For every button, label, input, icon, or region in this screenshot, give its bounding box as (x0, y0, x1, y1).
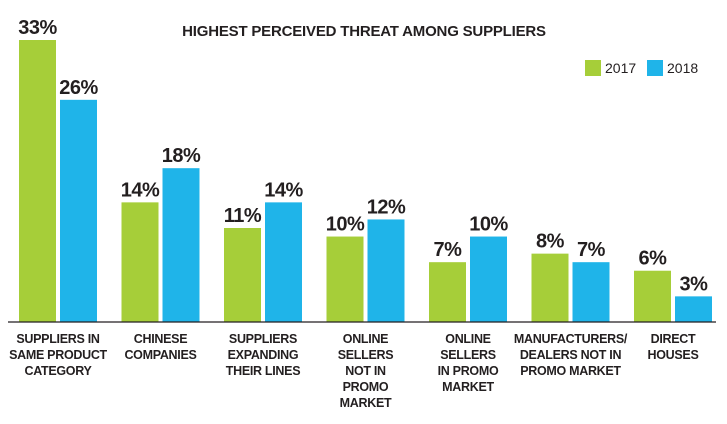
category-label-online-sellers-in-promo-market-line-4: MARKET (442, 380, 494, 394)
legend: 2017 2018 (585, 60, 698, 76)
value-label-2018-online-sellers-not-in-promo-market: 12% (367, 196, 406, 218)
bar-2017-direct-houses (634, 270, 671, 322)
category-label-online-sellers-not-in-promo-market-line-2: SELLERS (338, 348, 394, 362)
bar-2018-suppliers-in-same-product-category (60, 99, 97, 323)
category-label-online-sellers-in-promo-market-line-2: SELLERS (440, 348, 496, 362)
value-label-2017-suppliers-expanding-their-lines: 11% (224, 205, 262, 227)
legend-label-2018: 2018 (667, 60, 698, 76)
bar-2018-chinese-companies (162, 168, 200, 322)
category-label-suppliers-expanding-their-lines-line-1: SUPPLIERS (229, 332, 297, 346)
value-label-2017-manufacturers-dealers-not-in-promo-market: 8% (536, 231, 565, 253)
category-label-manufacturers-dealers-not-in-promo-market-line-3: PROMO MARKET (520, 364, 621, 378)
bar-2018-online-sellers-in-promo-market (470, 236, 507, 322)
category-label-suppliers-expanding-their-lines-line-3: THEIR LINES (226, 364, 300, 378)
category-label-online-sellers-in-promo-market-line-3: IN PROMO (438, 364, 499, 378)
value-label-2018-manufacturers-dealers-not-in-promo-market: 7% (577, 239, 606, 261)
category-label-online-sellers-not-in-promo-market-line-5: MARKET (340, 396, 392, 410)
value-label-2017-suppliers-in-same-product-category: 33% (18, 17, 57, 39)
category-label-online-sellers-in-promo-market-line-1: ONLINE (445, 332, 490, 346)
bar-2017-online-sellers-in-promo-market (429, 262, 466, 322)
value-label-2018-suppliers-in-same-product-category: 26% (59, 77, 98, 99)
value-label-2018-online-sellers-in-promo-market: 10% (469, 214, 508, 236)
value-label-2017-direct-houses: 6% (639, 248, 668, 270)
bar-2018-suppliers-expanding-their-lines (265, 202, 302, 322)
legend-label-2017: 2017 (605, 60, 636, 76)
category-label-chinese-companies-line-2: COMPANIES (124, 348, 196, 362)
value-labels-group: 33%26%14%18%11%14%10%12%7%10%8% 7% 6%3% (18, 17, 708, 295)
category-label-suppliers-in-same-product-category-line-2: SAME PRODUCT (9, 348, 107, 362)
bar-2017-suppliers-expanding-their-lines (224, 228, 261, 322)
category-label-direct-houses-line-2: HOUSES (648, 348, 699, 362)
value-label-2018-suppliers-expanding-their-lines: 14% (264, 179, 303, 201)
legend-swatch-2018 (647, 60, 663, 76)
value-label-2018-direct-houses: 3% (680, 273, 709, 295)
bar-2017-manufacturers-dealers-not-in-promo-market (531, 253, 569, 322)
bar-2018-online-sellers-not-in-promo-market (367, 219, 405, 322)
bar-2018-direct-houses (675, 296, 712, 322)
category-labels-group: SUPPLIERS IN SAME PRODUCT CATEGORY CHINESE C… (9, 332, 699, 410)
category-label-manufacturers-dealers-not-in-promo-market-line-1: MANUFACTURERS/ (514, 332, 628, 346)
category-label-online-sellers-not-in-promo-market-line-3: NOT IN (345, 364, 386, 378)
bar-2017-suppliers-in-same-product-category (19, 40, 56, 322)
value-label-2017-online-sellers-not-in-promo-market: 10% (326, 214, 365, 236)
category-label-suppliers-in-same-product-category-line-1: SUPPLIERS IN (16, 332, 99, 346)
category-label-online-sellers-not-in-promo-market-line-4: PROMO (343, 380, 389, 394)
category-label-suppliers-in-same-product-category-line-3: CATEGORY (24, 364, 92, 378)
bar-2017-online-sellers-not-in-promo-market (326, 236, 364, 322)
value-label-2018-chinese-companies: 18% (162, 145, 201, 167)
category-label-direct-houses-line-1: DIRECT (651, 332, 696, 346)
value-label-2017-online-sellers-in-promo-market: 7% (434, 239, 463, 261)
category-label-chinese-companies-line-1: CHINESE (134, 332, 187, 346)
category-label-online-sellers-not-in-promo-market-line-1: ONLINE (343, 332, 388, 346)
chart-title: HIGHEST PERCEIVED THREAT AMONG SUPPLIERS (182, 23, 546, 40)
bar-2017-chinese-companies (121, 202, 159, 322)
legend-swatch-2017 (585, 60, 601, 76)
value-label-2017-chinese-companies: 14% (121, 179, 160, 201)
bars-group (19, 40, 712, 323)
bar-2018-manufacturers-dealers-not-in-promo-market (572, 262, 610, 322)
category-label-suppliers-expanding-their-lines-line-2: EXPANDING (228, 348, 299, 362)
category-label-manufacturers-dealers-not-in-promo-market-line-2: DEALERS NOT IN (520, 348, 622, 362)
